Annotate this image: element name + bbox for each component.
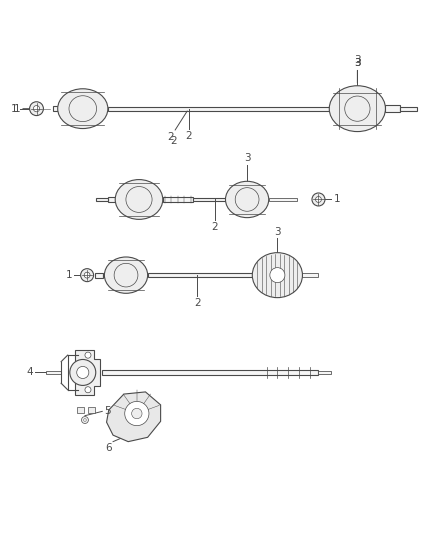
Bar [53, 106, 60, 111]
Bar [399, 107, 417, 111]
Bar [318, 371, 332, 374]
Circle shape [70, 359, 96, 385]
Circle shape [77, 366, 89, 378]
Circle shape [84, 272, 90, 278]
Bar [385, 105, 399, 112]
Text: 2: 2 [185, 131, 192, 141]
Bar [103, 273, 113, 277]
Ellipse shape [226, 181, 269, 217]
Text: 2: 2 [194, 297, 201, 308]
Ellipse shape [329, 86, 385, 132]
Circle shape [81, 269, 94, 281]
Circle shape [125, 401, 149, 426]
Ellipse shape [252, 253, 303, 297]
Circle shape [312, 193, 325, 206]
Text: 4: 4 [26, 367, 33, 377]
Bar [102, 370, 318, 375]
Text: 3: 3 [354, 58, 361, 68]
Circle shape [84, 419, 86, 421]
Bar [96, 198, 108, 201]
Ellipse shape [104, 257, 148, 293]
Text: 1: 1 [11, 103, 18, 114]
Circle shape [132, 408, 142, 419]
Circle shape [30, 102, 43, 116]
Circle shape [270, 268, 285, 282]
Circle shape [33, 106, 39, 112]
Bar [95, 273, 103, 278]
Text: 5: 5 [104, 406, 110, 416]
Text: 1: 1 [14, 103, 20, 114]
Bar [163, 197, 193, 202]
Circle shape [85, 352, 91, 358]
Text: 3: 3 [354, 58, 361, 68]
Text: 3: 3 [274, 227, 281, 237]
Bar [46, 371, 61, 374]
Polygon shape [75, 350, 100, 395]
Ellipse shape [115, 180, 163, 220]
Bar [77, 407, 84, 413]
Polygon shape [106, 392, 161, 442]
Circle shape [85, 387, 91, 393]
Text: 2: 2 [167, 132, 173, 142]
Bar [108, 107, 332, 111]
Bar [148, 273, 254, 277]
Text: 3: 3 [244, 153, 251, 163]
Bar [193, 198, 228, 201]
Text: 6: 6 [105, 443, 112, 453]
Bar [88, 407, 95, 413]
Circle shape [315, 197, 321, 203]
Text: 1: 1 [65, 270, 72, 280]
Text: 2: 2 [170, 136, 177, 146]
Text: 2: 2 [212, 222, 218, 232]
Text: 3: 3 [354, 55, 361, 66]
Circle shape [81, 417, 88, 424]
Bar [60, 107, 70, 110]
Text: 1: 1 [334, 195, 340, 205]
Bar [303, 273, 318, 277]
Ellipse shape [58, 89, 108, 128]
Bar [108, 197, 117, 203]
Bar [269, 198, 297, 201]
